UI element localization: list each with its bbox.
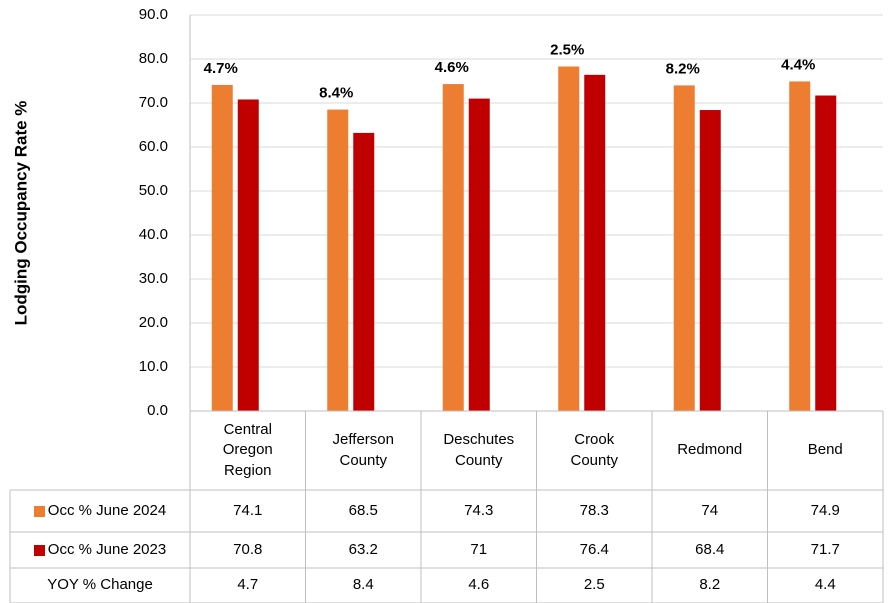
table-value: 74.1	[190, 490, 306, 532]
y-tick-label: 70.0	[139, 94, 168, 111]
legend-swatch	[33, 505, 45, 517]
legend-entry: Occ % June 2024	[10, 490, 190, 532]
y-tick-label: 90.0	[139, 6, 168, 23]
table-value: 68.4	[652, 532, 768, 568]
category-label: Central Oregon Region	[190, 411, 306, 490]
data-label: 8.2%	[666, 60, 700, 77]
bar	[558, 66, 580, 411]
table-value: 74.3	[421, 490, 537, 532]
y-tick-label: 0.0	[147, 402, 168, 419]
table-value-text: 4.7	[237, 576, 259, 594]
legend-text: Occ % June 2023	[47, 540, 167, 558]
category-label: Crook County	[537, 411, 653, 490]
data-label: 2.5%	[550, 41, 584, 58]
legend-swatch	[33, 544, 45, 556]
table-value: 8.4	[306, 568, 422, 603]
y-tick-label: 10.0	[139, 358, 168, 375]
bar	[237, 99, 259, 411]
category-label-text: Deschutes County	[443, 431, 515, 469]
bar	[442, 84, 464, 411]
table-value: 4.6	[421, 568, 537, 603]
legend-text: YOY % Change	[47, 576, 153, 594]
bar	[673, 85, 695, 412]
table-value-text: 68.5	[348, 501, 378, 519]
y-tick-label: 20.0	[139, 314, 168, 331]
bar	[789, 81, 811, 411]
data-label: 4.4%	[781, 56, 815, 73]
table-value-text: 78.3	[579, 501, 609, 519]
bar	[327, 109, 349, 411]
y-tick-label: 30.0	[139, 270, 168, 287]
category-label: Jefferson County	[306, 411, 422, 490]
data-label: 4.7%	[204, 60, 238, 77]
table-value: 2.5	[537, 568, 653, 603]
table-value: 74.9	[768, 490, 884, 532]
table-value: 4.7	[190, 568, 306, 603]
table-value: 70.8	[190, 532, 306, 568]
table-value: 71.7	[768, 532, 884, 568]
y-tick-label: 60.0	[139, 138, 168, 155]
category-label-text: Bend	[807, 441, 843, 459]
table-value-text: 74.9	[810, 501, 840, 519]
category-label: Redmond	[652, 411, 768, 490]
category-label-text: Redmond	[677, 441, 743, 459]
table-value-text: 71	[470, 540, 488, 558]
table-value-text: 74.3	[464, 501, 494, 519]
table-value-text: 4.4	[814, 576, 836, 594]
table-value-text: 68.4	[695, 540, 725, 558]
bar	[699, 110, 721, 411]
table-value-text: 71.7	[810, 540, 840, 558]
data-label: 4.6%	[435, 59, 469, 76]
bar	[468, 98, 490, 411]
y-tick-label: 50.0	[139, 182, 168, 199]
y-axis-label: Lodging Occupancy Rate %	[11, 101, 30, 326]
table-value-text: 4.6	[468, 576, 490, 594]
table-value-text: 63.2	[348, 540, 378, 558]
table-value-text: 8.2	[699, 576, 721, 594]
bar	[584, 74, 606, 411]
table-value: 76.4	[537, 532, 653, 568]
table-value: 71	[421, 532, 537, 568]
category-label: Deschutes County	[421, 411, 537, 490]
table-value-text: 70.8	[233, 540, 263, 558]
table-value-text: 2.5	[583, 576, 605, 594]
table-value: 74	[652, 490, 768, 532]
table-value: 78.3	[537, 490, 653, 532]
table-value-text: 76.4	[579, 540, 609, 558]
bar	[353, 132, 375, 412]
table-value-text: 8.4	[352, 576, 374, 594]
category-label-text: Jefferson County	[332, 431, 394, 469]
category-label: Bend	[768, 411, 884, 490]
table-value: 4.4	[768, 568, 884, 603]
table-value: 68.5	[306, 490, 422, 532]
table-value-text: 74.1	[233, 501, 263, 519]
table-value: 63.2	[306, 532, 422, 568]
bar	[815, 95, 837, 412]
bar	[211, 84, 233, 412]
y-tick-label: 80.0	[139, 50, 168, 67]
category-label-text: Central Oregon Region	[222, 421, 273, 479]
legend-entry: Occ % June 2023	[10, 532, 190, 568]
data-label: 8.4%	[319, 85, 353, 102]
table-value-text: 74	[701, 501, 719, 519]
legend-text: Occ % June 2024	[47, 501, 167, 519]
y-tick-label: 40.0	[139, 226, 168, 243]
legend-entry: YOY % Change	[10, 568, 190, 603]
table-value: 8.2	[652, 568, 768, 603]
category-label-text: Crook County	[570, 431, 619, 469]
